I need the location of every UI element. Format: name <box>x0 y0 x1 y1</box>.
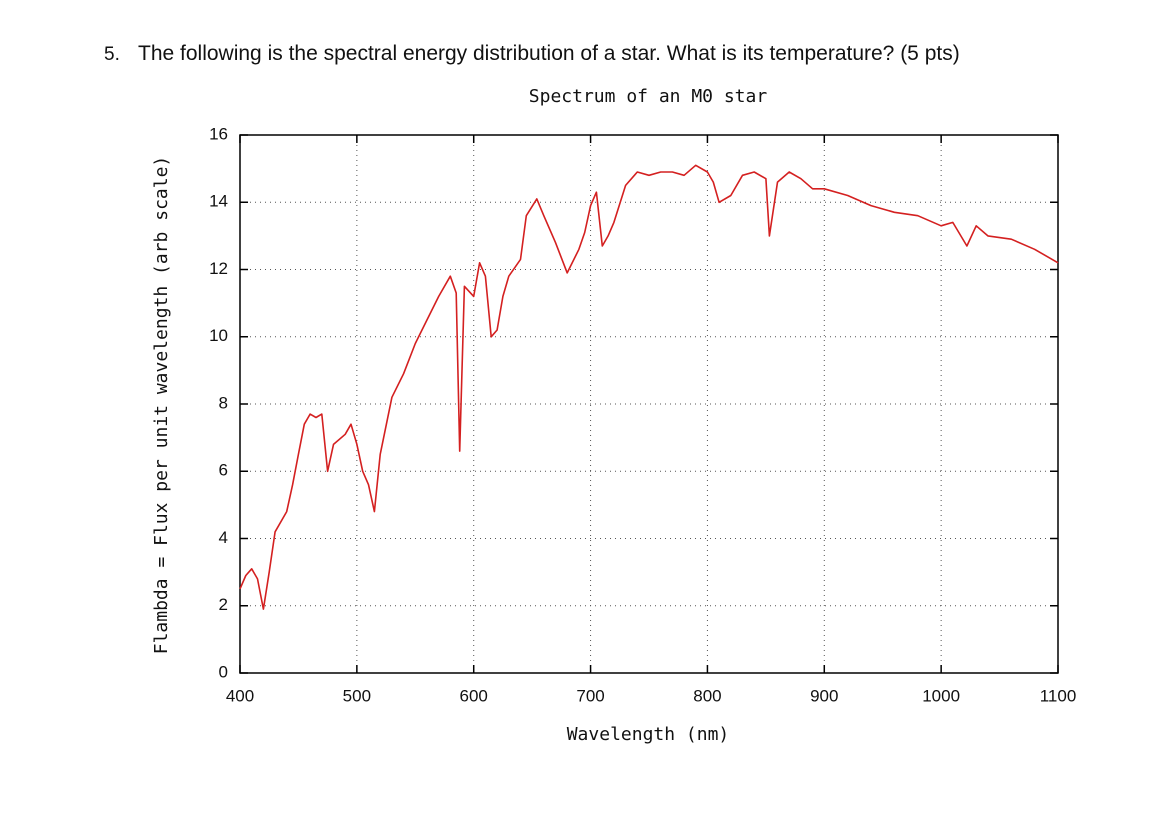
x-axis-label: Wavelength (nm) <box>567 724 730 745</box>
y-tick-label: 2 <box>219 595 228 614</box>
x-tick-label: 1000 <box>922 686 960 705</box>
x-tick-label: 600 <box>460 686 488 705</box>
y-tick-label: 12 <box>209 259 228 278</box>
chart-title: Spectrum of an M0 star <box>529 86 768 107</box>
x-tick-label: 500 <box>343 686 371 705</box>
question-number: 5. <box>104 44 120 65</box>
y-tick-label: 16 <box>209 124 228 143</box>
spectrum-line <box>239 164 1059 610</box>
x-tick-label: 700 <box>576 686 604 705</box>
x-tick-label: 800 <box>693 686 721 705</box>
y-tick-label: 6 <box>219 461 228 480</box>
y-tick-label: 4 <box>219 528 228 547</box>
y-tick-label: 0 <box>219 662 228 681</box>
y-tick-label: 10 <box>209 326 228 345</box>
x-tick-label: 1100 <box>1040 686 1077 705</box>
plot-frame <box>239 134 1059 674</box>
y-axis-label: Flambda = Flux per unit wavelength (arb … <box>151 156 172 655</box>
x-tick-label: 900 <box>810 686 838 705</box>
question-text: The following is the spectral energy dis… <box>138 42 960 65</box>
y-tick-label: 14 <box>209 192 228 211</box>
y-tick-label: 8 <box>219 393 228 412</box>
x-tick-label: 400 <box>226 686 254 705</box>
